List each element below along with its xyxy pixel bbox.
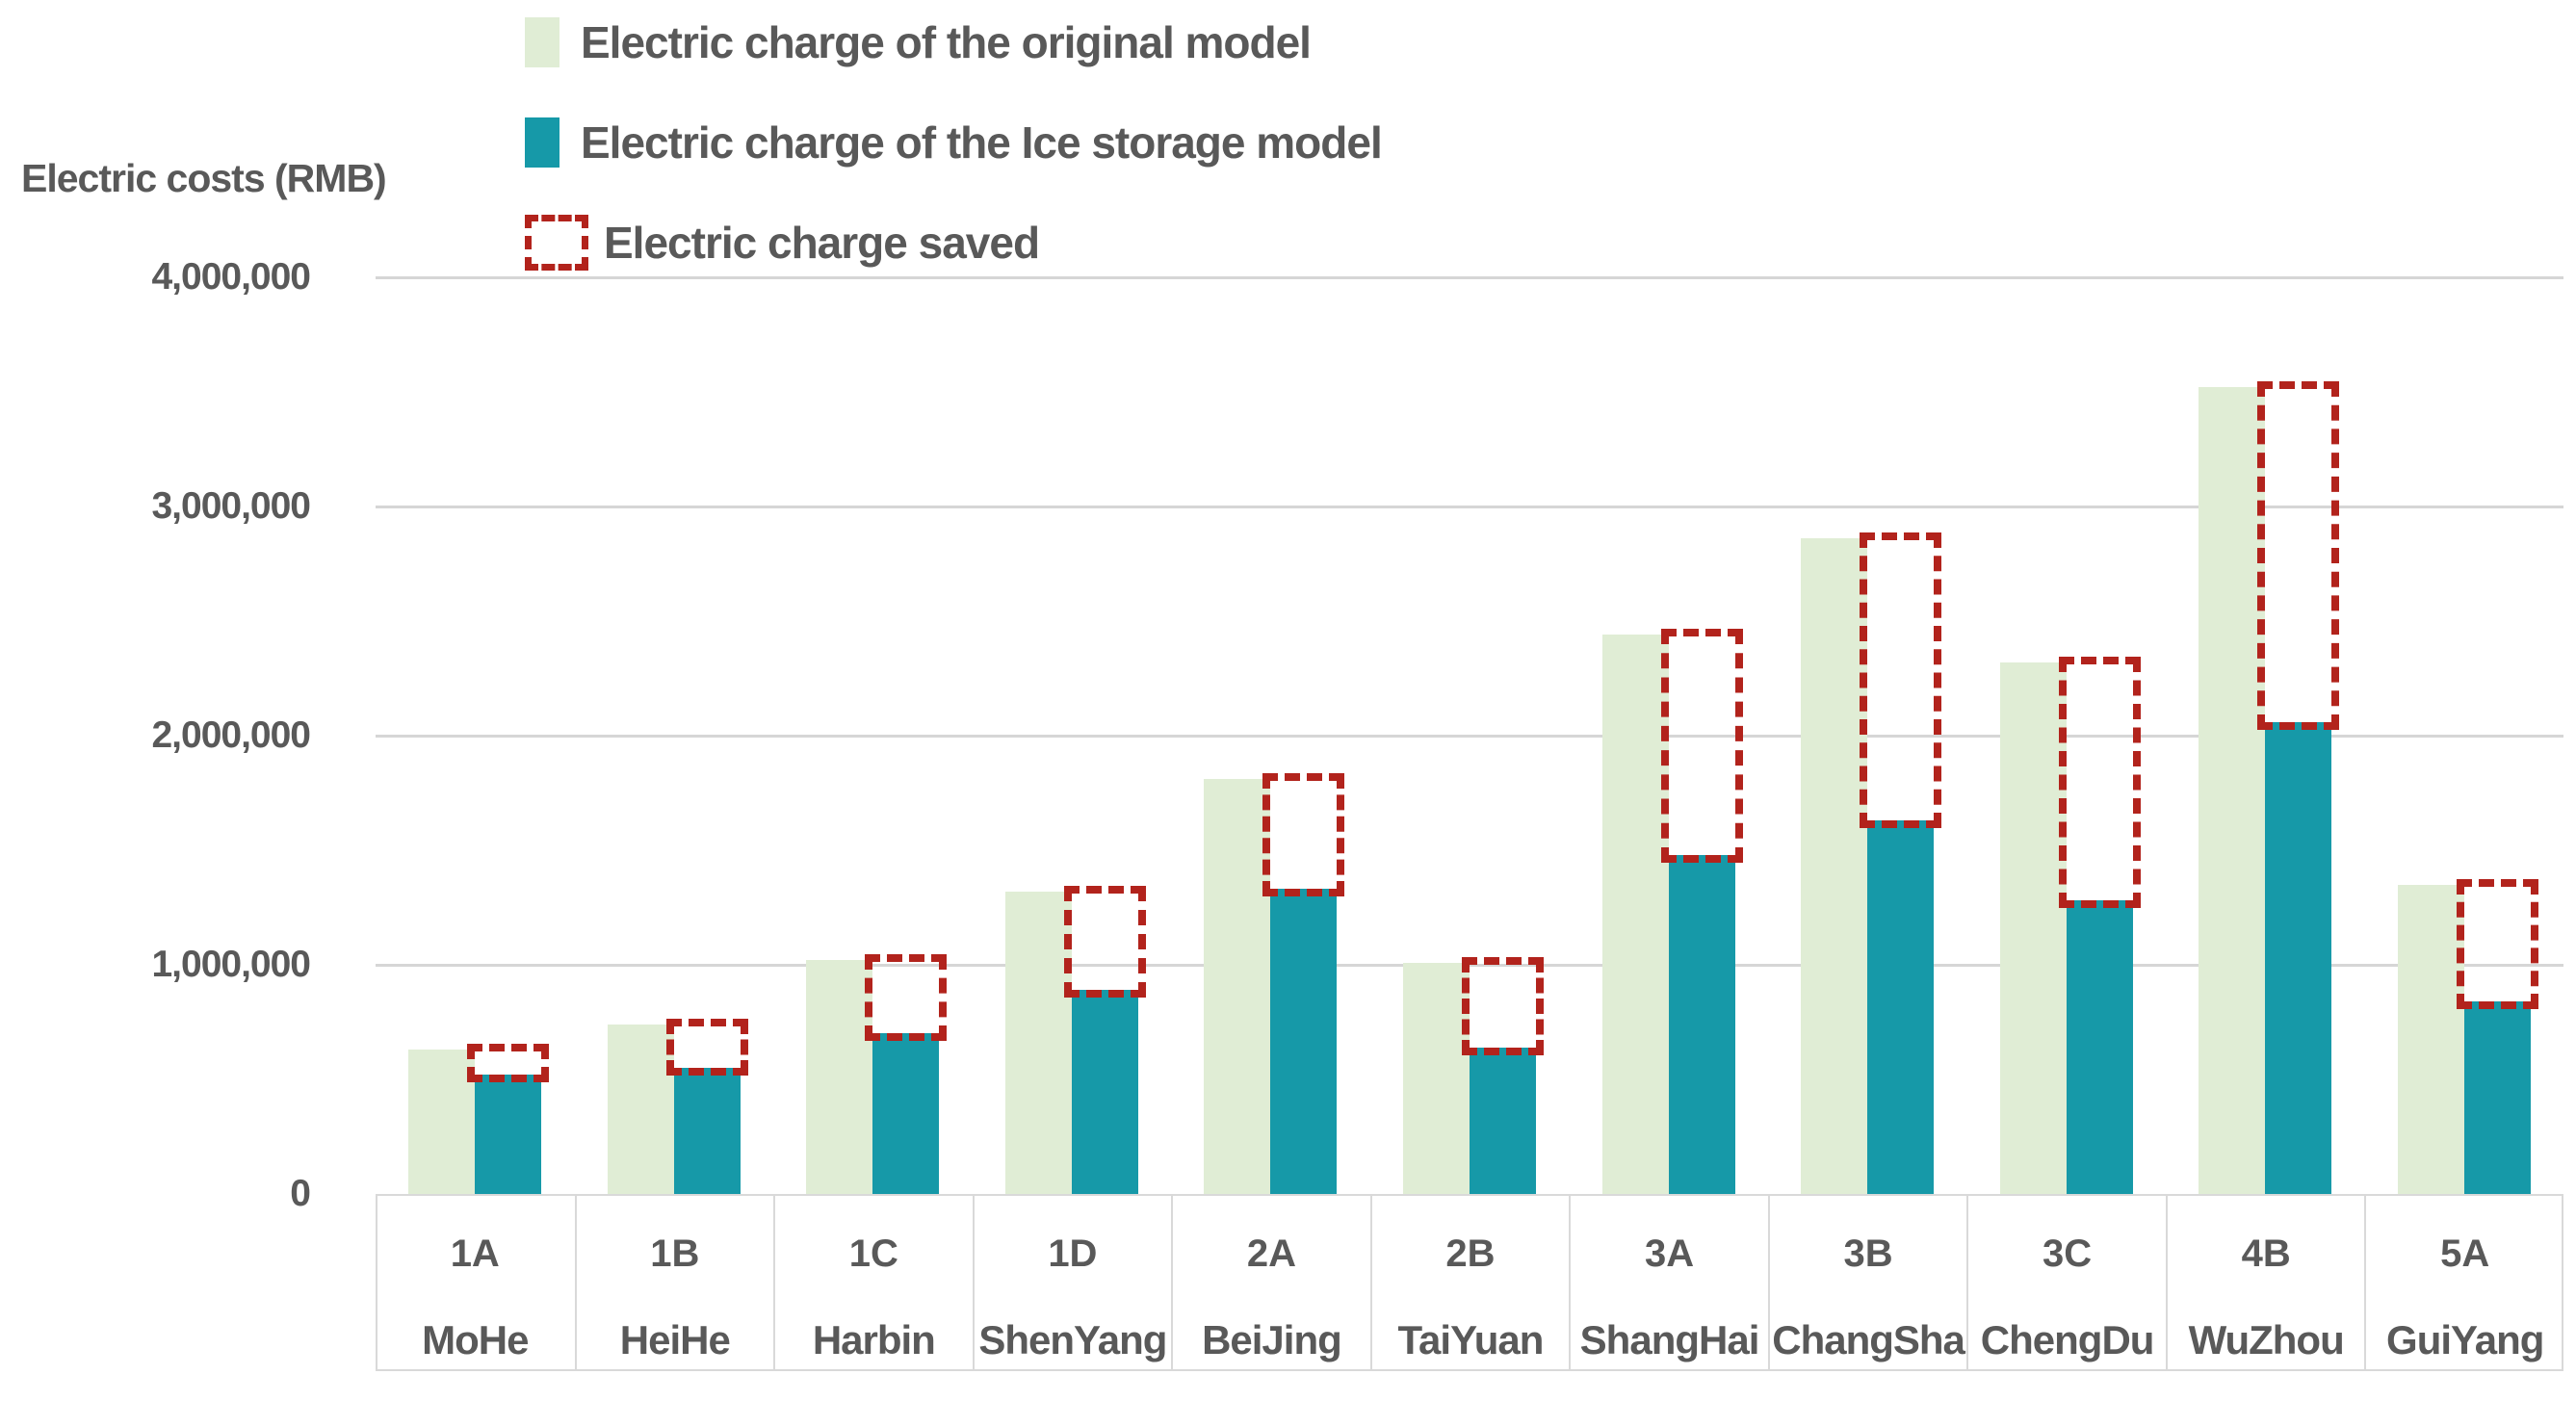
category-city-label: ShenYang [978, 1317, 1167, 1362]
saved-charge-outline [467, 1044, 550, 1083]
category-city-label: WuZhou [2188, 1317, 2345, 1362]
bar-ice-storage-model [1867, 820, 1935, 1194]
y-tick-label: 0 [290, 1173, 311, 1214]
y-tick-label: 1,000,000 [151, 944, 311, 985]
category-code-label: 2A [1246, 1232, 1296, 1275]
bar-ice-storage-model [2066, 900, 2133, 1194]
bar-original-model [1403, 962, 1470, 1194]
bar-original-model [408, 1050, 476, 1194]
category-code-label: 1A [450, 1232, 500, 1275]
gridline [376, 506, 2563, 508]
bar-original-model [806, 960, 873, 1194]
category-cell: 1B HeiHe [574, 1196, 774, 1369]
category-cell: 5A GuiYang [2364, 1196, 2563, 1369]
saved-charge-outline [2456, 878, 2538, 1010]
category-city-label: GuiYang [2386, 1317, 2544, 1362]
saved-charge-outline [1462, 956, 1544, 1055]
category-code-label: 2B [1445, 1232, 1496, 1275]
category-city-label: ChangSha [1772, 1317, 1965, 1362]
legend: Electric charge of the original model El… [525, 15, 1383, 316]
gridline [376, 964, 2563, 967]
category-city-label: TaiYuan [1397, 1317, 1545, 1362]
category-code-label: 3C [2043, 1232, 2093, 1275]
bar-ice-storage-model [872, 1033, 940, 1194]
legend-item-charge-saved: Electric charge saved [525, 215, 1382, 271]
bar-ice-storage-model [1470, 1047, 1536, 1194]
saved-charge-outline [1063, 885, 1146, 999]
x-axis-band: 1A MoHe 1B HeiHe 1C Harbin 1D ShenYang 2A BeiJing… [376, 1194, 2563, 1371]
category-cell: 3B ChangSha [1767, 1196, 1967, 1369]
bar-original-model [1601, 635, 1669, 1194]
legend-label-charge-saved: Electric charge saved [604, 218, 1040, 268]
category-code-label: 4B [2241, 1232, 2291, 1275]
bar-ice-storage-model [2265, 721, 2332, 1194]
bar-ice-storage-model [475, 1075, 542, 1194]
y-tick-label: 4,000,000 [151, 256, 311, 298]
saved-charge-outline [665, 1018, 748, 1077]
category-code-label: 1C [848, 1232, 898, 1275]
category-city-label: BeiJing [1202, 1317, 1342, 1362]
legend-label-original-model: Electric charge of the original model [581, 17, 1312, 67]
bar-original-model [2397, 884, 2464, 1194]
category-cell: 2B TaiYuan [1369, 1196, 1570, 1369]
category-cell: 1C Harbin [773, 1196, 973, 1369]
category-cell: 4B WuZhou [2165, 1196, 2365, 1369]
category-cell: 1D ShenYang [972, 1196, 1172, 1369]
y-axis-title: Electric costs (RMB) [21, 156, 387, 200]
category-city-label: ShangHai [1579, 1317, 1760, 1362]
legend-swatch-original-model [525, 17, 559, 67]
category-city-label: ChengDu [1980, 1317, 2155, 1362]
category-code-label: 5A [2440, 1232, 2490, 1275]
bar-ice-storage-model [1668, 854, 1735, 1194]
legend-swatch-charge-saved [525, 215, 588, 271]
category-cell: 3A ShangHai [1569, 1196, 1768, 1369]
bar-ice-storage-model [673, 1068, 741, 1194]
bar-original-model [1004, 891, 1072, 1194]
saved-charge-outline [1860, 532, 1942, 829]
saved-charge-outline [2257, 381, 2340, 730]
saved-charge-outline [2058, 656, 2141, 909]
category-code-label: 1B [650, 1232, 700, 1275]
category-cell: 2A BeiJing [1171, 1196, 1370, 1369]
bar-original-model [1204, 779, 1271, 1194]
bar-ice-storage-model [1270, 889, 1338, 1194]
y-tick-label: 2,000,000 [151, 714, 311, 756]
saved-charge-outline [865, 954, 948, 1042]
bar-original-model [1999, 662, 2067, 1194]
bar-original-model [607, 1024, 674, 1194]
category-city-label: MoHe [422, 1317, 529, 1362]
bar-original-model [2199, 387, 2266, 1194]
legend-label-ice-storage-model: Electric charge of the Ice storage model [581, 117, 1383, 168]
bar-ice-storage-model [1071, 990, 1138, 1194]
category-cell: 3C ChengDu [1966, 1196, 2166, 1369]
saved-charge-outline [1262, 773, 1345, 897]
category-cell: 1A MoHe [376, 1196, 575, 1369]
bar-ice-storage-model [2463, 1001, 2531, 1194]
legend-swatch-ice-storage-model [525, 117, 559, 168]
legend-item-ice-storage-model: Electric charge of the Ice storage model [525, 116, 1383, 169]
y-tick-label: 3,000,000 [151, 485, 311, 527]
category-code-label: 3B [1843, 1232, 1893, 1275]
gridline [376, 276, 2563, 279]
bar-original-model [1801, 538, 1868, 1194]
category-code-label: 3A [1644, 1232, 1695, 1275]
category-code-label: 1D [1048, 1232, 1098, 1275]
legend-item-original-model: Electric charge of the original model [525, 15, 1382, 69]
category-city-label: HeiHe [619, 1317, 731, 1362]
category-city-label: Harbin [812, 1317, 936, 1362]
gridline [376, 735, 2563, 738]
saved-charge-outline [1660, 629, 1743, 863]
